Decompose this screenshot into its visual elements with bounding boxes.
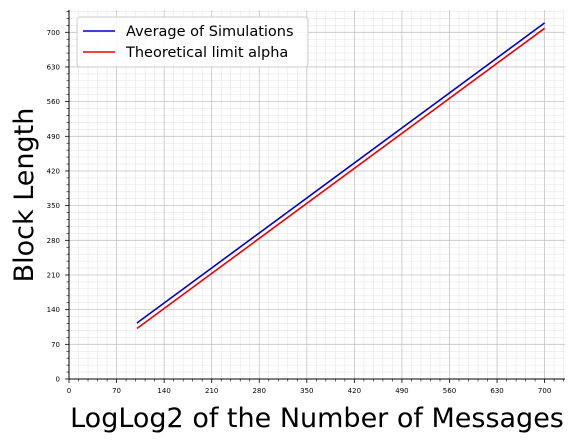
x-tick-label: 350: [300, 387, 313, 395]
axes: [68, 10, 565, 380]
x-tick-label: 280: [253, 387, 266, 395]
x-tick-label: 70: [112, 387, 121, 395]
x-tick-label: 140: [157, 387, 170, 395]
y-tick-label: 350: [47, 202, 60, 210]
x-tick-labels: 0 70 140 210 280 350 420 490 560 630 700: [67, 387, 552, 395]
y-tick-label: 0: [56, 376, 60, 384]
series-lines: [136, 22, 546, 330]
y-tick-label: 420: [47, 167, 60, 175]
x-tick-label: 700: [538, 387, 551, 395]
x-tick-label: 630: [490, 387, 503, 395]
legend-label-theoretical-limit-alpha: Theoretical limit alpha: [125, 45, 288, 61]
y-axis-label: Block Length: [9, 108, 40, 283]
y-tick-label: 280: [47, 237, 60, 245]
series-line-theoretical-limit-alpha: [136, 27, 546, 330]
series-line-average-of-simulations: [136, 22, 546, 324]
tick-marks: [65, 11, 564, 383]
legend: Average of Simulations Theoretical limit…: [76, 16, 309, 68]
y-tick-label: 490: [47, 133, 60, 141]
y-tick-label: 560: [47, 98, 60, 106]
x-tick-label: 490: [395, 387, 408, 395]
x-tick-label: 420: [348, 387, 361, 395]
y-tick-label: 140: [47, 306, 60, 314]
y-tick-label: 210: [47, 271, 60, 279]
y-tick-labels: 0 70 140 210 280 350 420 490 560 630 700: [47, 29, 60, 384]
legend-label-average-of-simulations: Average of Simulations: [126, 24, 294, 40]
y-tick-label: 700: [47, 29, 60, 37]
legend-box: [76, 16, 309, 68]
x-tick-label: 0: [67, 387, 71, 395]
x-axis-label: LogLog2 of the Number of Messages: [70, 403, 564, 434]
y-tick-label: 70: [51, 341, 60, 349]
x-tick-label: 210: [205, 387, 218, 395]
y-tick-label: 630: [47, 63, 60, 71]
x-tick-label: 560: [443, 387, 456, 395]
minor-grid: [69, 10, 565, 379]
